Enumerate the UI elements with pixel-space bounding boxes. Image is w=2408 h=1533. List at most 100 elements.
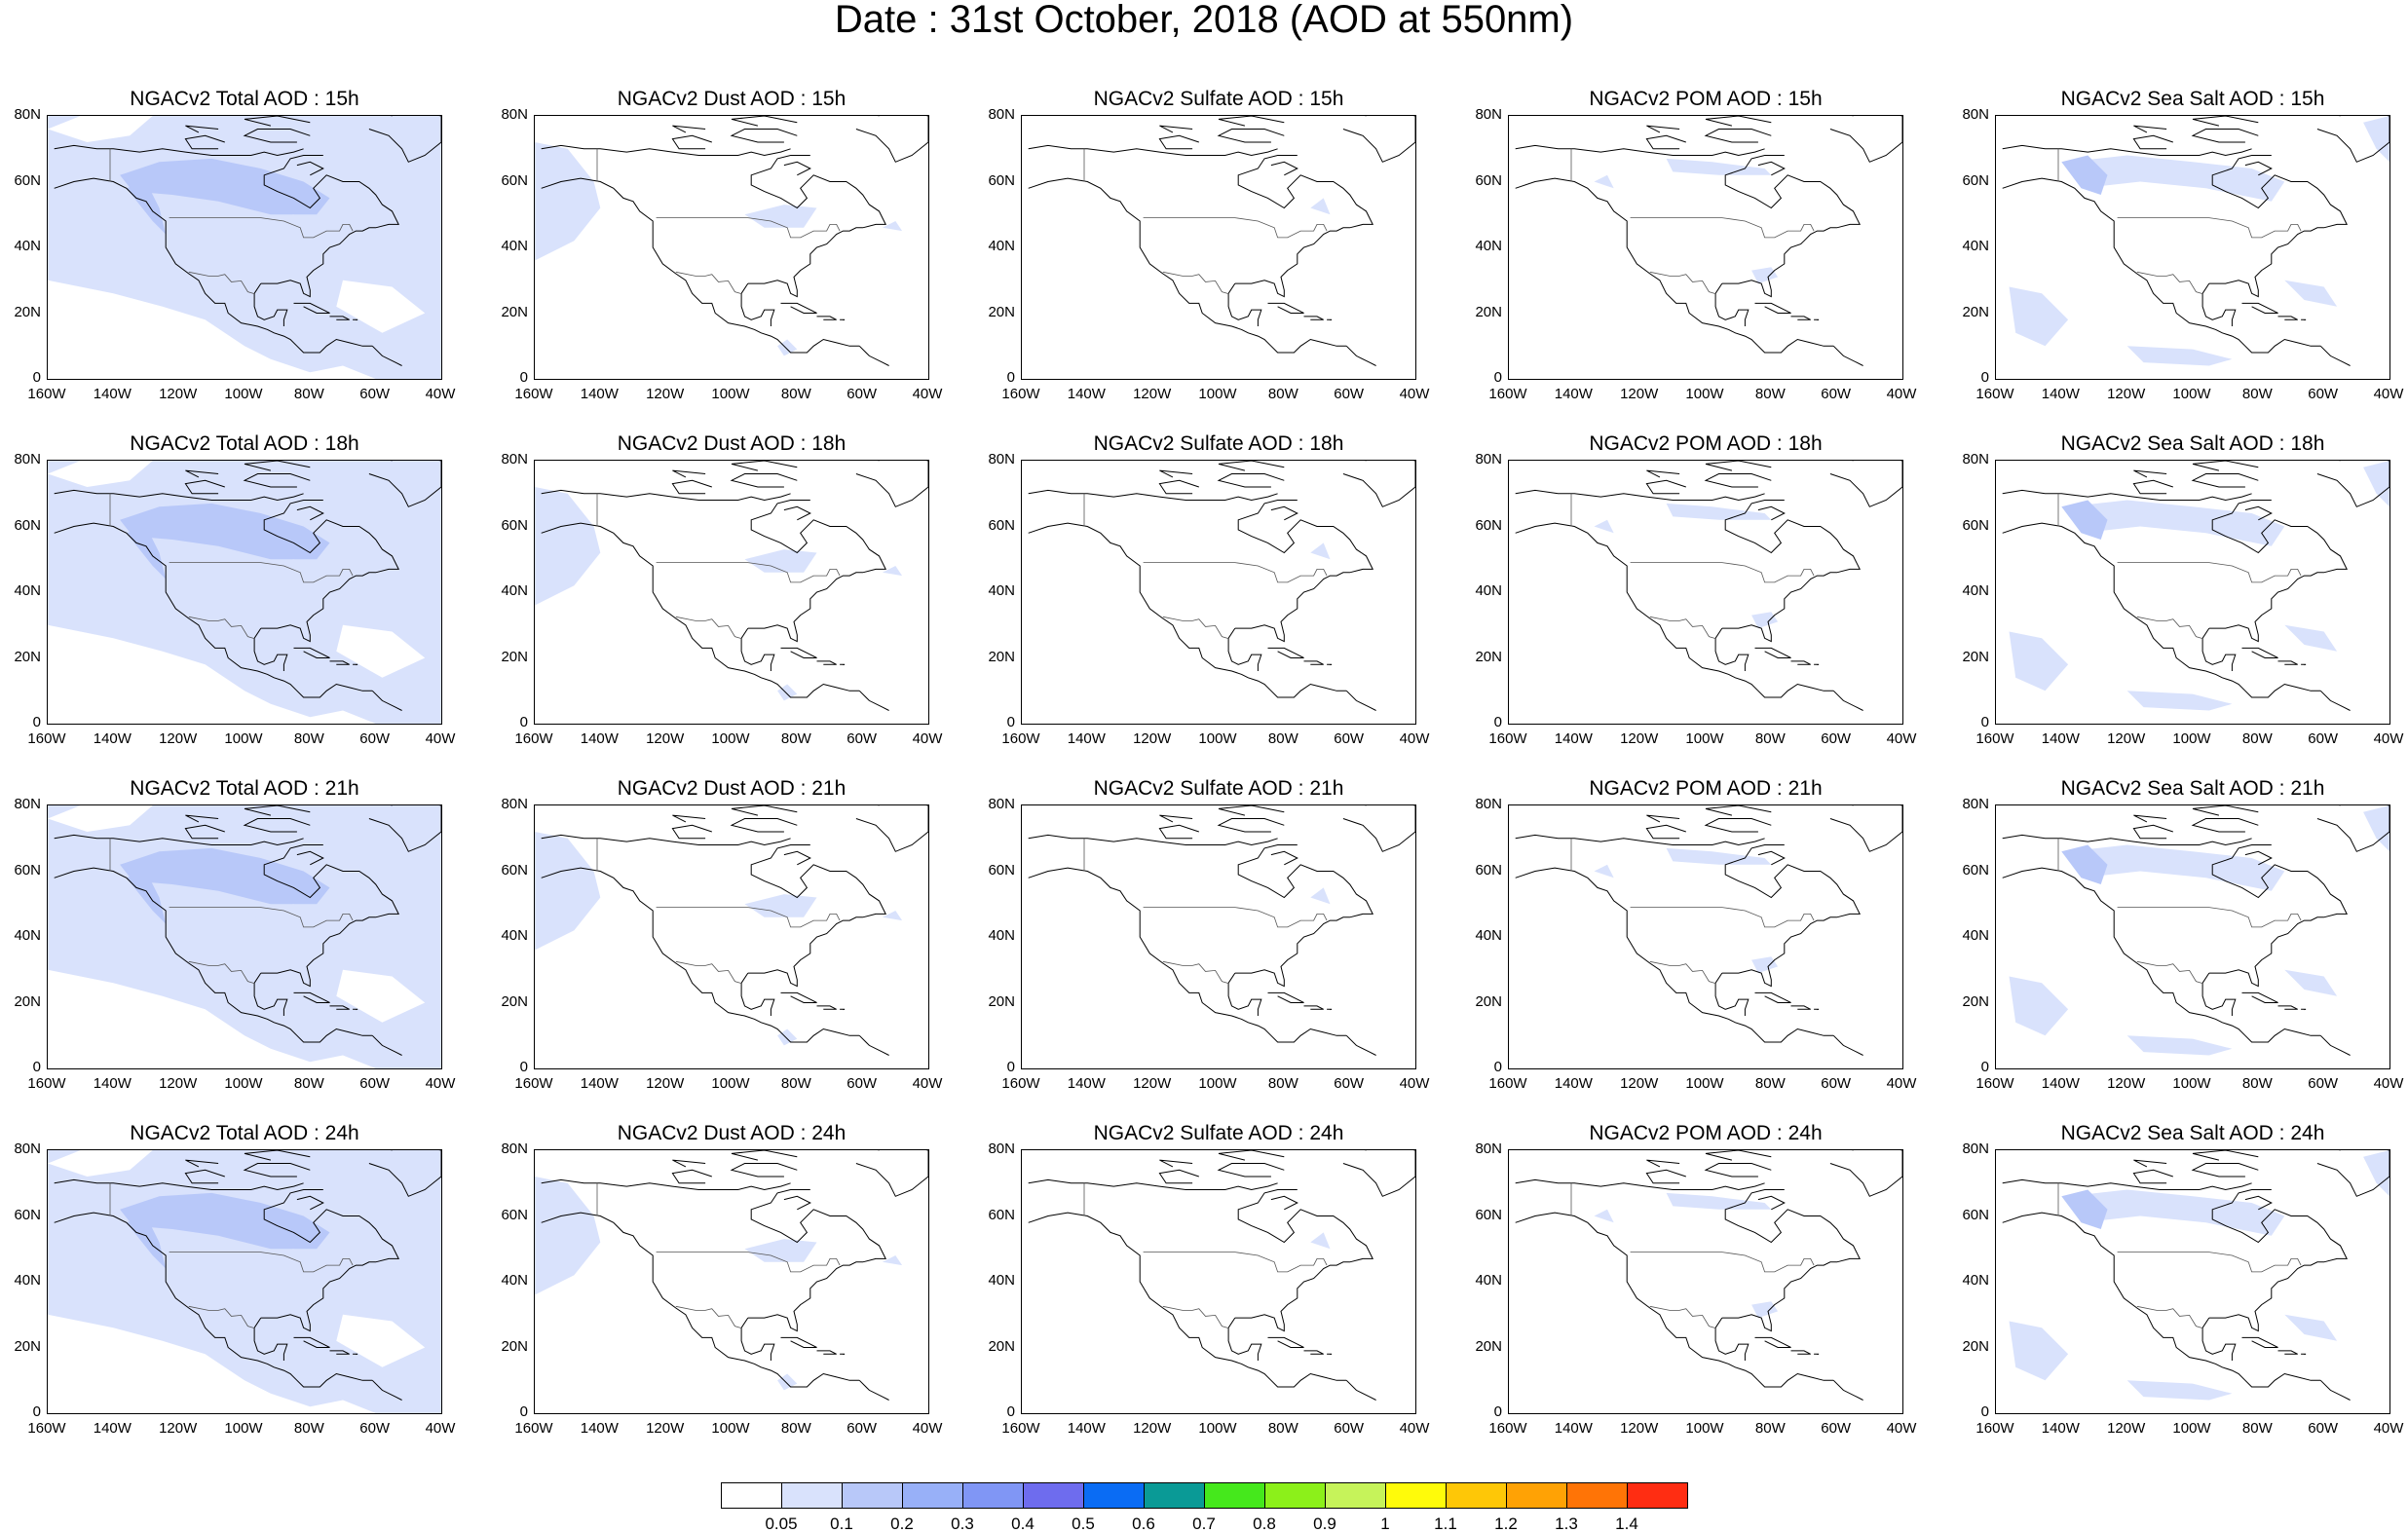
lon-tick-label: 160W: [997, 1076, 1045, 1092]
lat-tick-label: 0: [1954, 715, 1989, 730]
map-svg: [1996, 1150, 2389, 1413]
lat-tick-label: 20N: [980, 650, 1015, 665]
lat-tick-label: 40N: [1467, 239, 1502, 254]
border-1: [2118, 218, 2302, 238]
coastline-4: [542, 145, 791, 155]
coastline-12: [2133, 815, 2166, 822]
lon-tick-label: 120W: [1128, 1076, 1177, 1092]
map-frame: [1508, 1149, 1903, 1414]
coastline-2: [1722, 1190, 1860, 1331]
lon-tick-label: 140W: [88, 731, 136, 747]
border-2: [2137, 1306, 2202, 1327]
lon-tick-label: 140W: [88, 1421, 136, 1437]
lat-tick-label: 0: [1954, 1060, 1989, 1075]
lat-tick-label: 60N: [493, 518, 528, 534]
lon-tick-label: 100W: [1680, 387, 1729, 402]
colorbar-label: 1.1: [1421, 1515, 1470, 1533]
colorbar-label: 1: [1361, 1515, 1410, 1533]
colorbar-label: 0.3: [938, 1515, 987, 1533]
colorbar-swatch: [1023, 1482, 1084, 1509]
lon-tick-label: 40W: [1390, 1421, 1439, 1437]
lon-tick-label: 40W: [1877, 1076, 1926, 1092]
coastline-6: [1304, 661, 1324, 664]
lon-tick-label: 80W: [771, 731, 820, 747]
coastline-8: [856, 805, 928, 851]
lat-tick-label: 0: [493, 370, 528, 386]
coastline-12: [2133, 470, 2166, 477]
aod-region-2: [1751, 267, 1778, 283]
aod-region-0: [535, 487, 600, 606]
coastline-4: [1516, 490, 1765, 500]
lon-tick-label: 120W: [154, 1421, 203, 1437]
lon-tick-label: 40W: [416, 1421, 465, 1437]
border-2: [1650, 1306, 1715, 1327]
coastline-10: [2133, 1170, 2172, 1183]
lon-tick-label: 40W: [2364, 1076, 2408, 1092]
aod-region-5: [2284, 1315, 2337, 1341]
coastline-2: [1235, 156, 1373, 297]
coastline-5: [1755, 1337, 1791, 1347]
aod-region-4: [2127, 1380, 2233, 1400]
lat-tick-label: 40N: [493, 239, 528, 254]
lon-tick-label: 160W: [509, 1076, 558, 1092]
lon-tick-label: 60W: [1325, 1076, 1373, 1092]
lon-tick-label: 60W: [1325, 731, 1373, 747]
coastline-5: [1268, 992, 1304, 1002]
lat-tick-label: 20N: [1954, 1339, 1989, 1355]
coastline-0: [1029, 868, 1347, 1042]
lon-tick-label: 120W: [1615, 1076, 1664, 1092]
map-svg: [1996, 116, 2389, 379]
colorbar-label: 0.05: [757, 1515, 806, 1533]
lon-tick-label: 160W: [1971, 1076, 2019, 1092]
coastline-10: [2133, 480, 2172, 494]
coastline-8: [856, 116, 928, 162]
lon-tick-label: 120W: [641, 1076, 690, 1092]
colorbar-swatch: [1325, 1482, 1386, 1509]
coastline-12: [1159, 1160, 1192, 1167]
coastline-4: [1029, 490, 1278, 500]
lon-tick-label: 80W: [2233, 1421, 2281, 1437]
aod-region-2: [2363, 1150, 2389, 1196]
aod-region-2: [2363, 116, 2389, 162]
lat-tick-label: 80N: [980, 452, 1015, 467]
lon-tick-label: 40W: [416, 731, 465, 747]
colorbar-label: 1.2: [1482, 1515, 1530, 1533]
coastline-12: [1646, 815, 1679, 822]
lat-tick-label: 40N: [980, 928, 1015, 944]
lon-tick-label: 140W: [1062, 1421, 1110, 1437]
map-svg: [535, 1150, 928, 1413]
aod-region-3: [2010, 287, 2069, 347]
colorbar-swatch: [1566, 1482, 1628, 1509]
colorbar-label: 1.3: [1542, 1515, 1591, 1533]
map-frame: [534, 804, 929, 1069]
aod-region-3: [2010, 1322, 2069, 1381]
coastline-10: [2133, 135, 2172, 149]
border-1: [2118, 908, 2302, 927]
lat-tick-label: 20N: [6, 1339, 41, 1355]
panel-title: NGACv2 Dust AOD : 18h: [534, 433, 929, 455]
map-svg: [1996, 461, 2389, 724]
colorbar-label: 0.7: [1180, 1515, 1228, 1533]
lon-tick-label: 40W: [1390, 387, 1439, 402]
lat-tick-label: 60N: [6, 863, 41, 879]
aod-region-0: [1667, 848, 1772, 865]
coastline-12: [672, 470, 705, 477]
lat-tick-label: 60N: [493, 1208, 528, 1223]
lon-tick-label: 80W: [2233, 387, 2281, 402]
lat-tick-label: 20N: [980, 994, 1015, 1010]
lat-tick-label: 80N: [493, 107, 528, 123]
aod-region-2: [1751, 956, 1778, 973]
border-2: [2137, 272, 2202, 293]
coastline-1: [2320, 346, 2350, 365]
lat-tick-label: 20N: [1467, 305, 1502, 320]
map-svg: [48, 116, 441, 379]
lon-tick-label: 40W: [1877, 1421, 1926, 1437]
border-2: [676, 961, 741, 983]
colorbar-label: 0.6: [1119, 1515, 1168, 1533]
lat-tick-label: 60N: [6, 518, 41, 534]
lat-tick-label: 80N: [980, 1141, 1015, 1157]
coastline-13: [1271, 1196, 1298, 1210]
coastline-10: [672, 1170, 711, 1183]
coastline-1: [1833, 1380, 1862, 1400]
coastline-10: [1159, 1170, 1198, 1183]
